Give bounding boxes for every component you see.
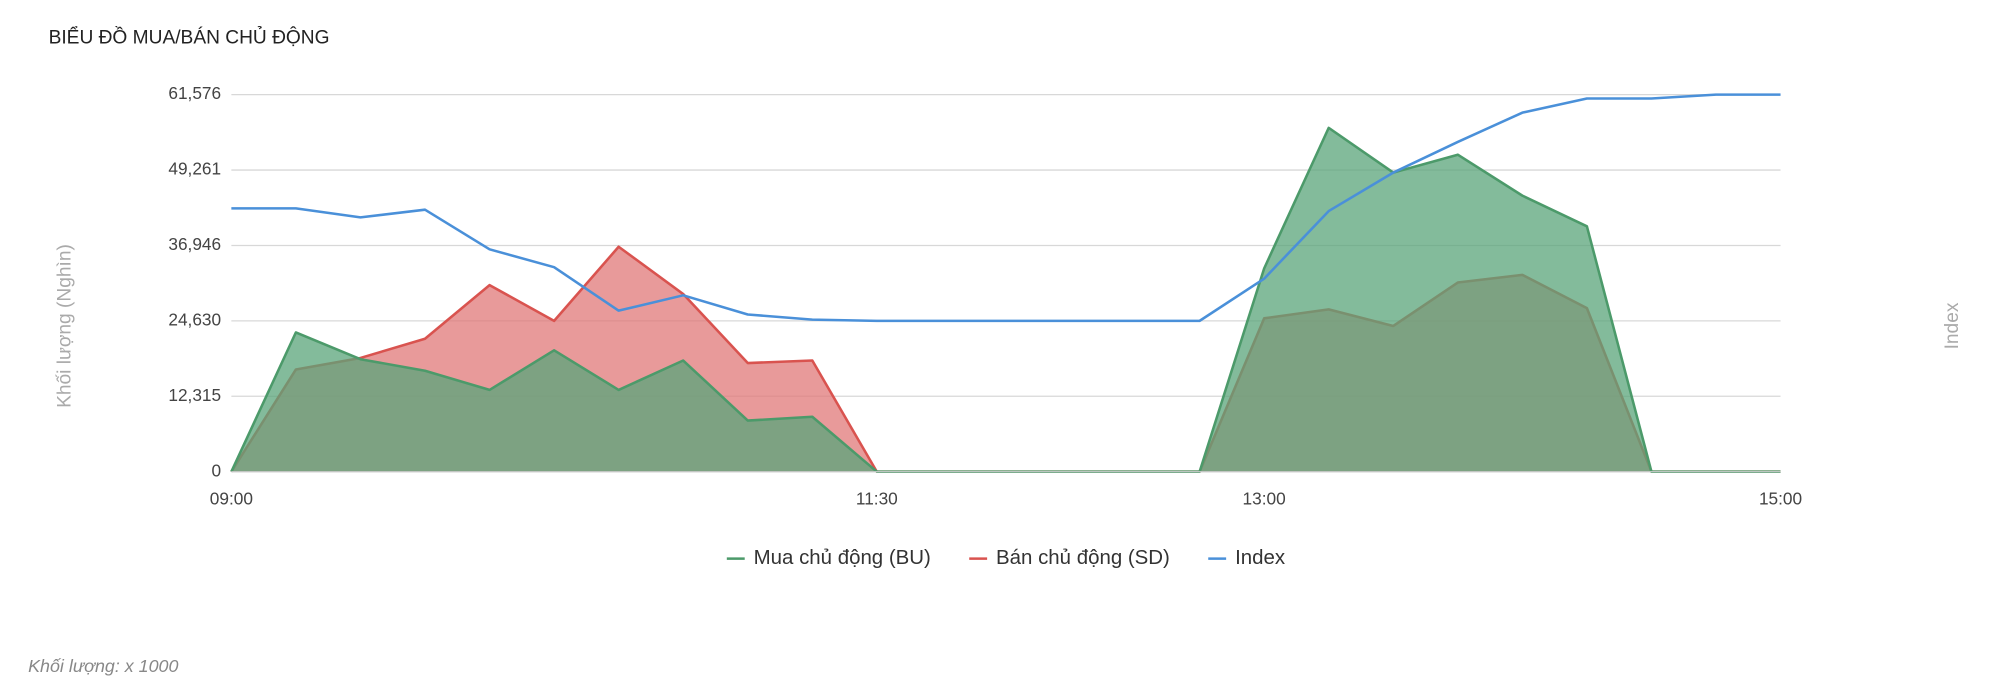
x-tick-label: 11:30 — [856, 488, 898, 508]
y-tick-label: 12,315 — [168, 385, 221, 405]
y-tick-label: 49,261 — [168, 159, 221, 179]
y-tick-label: 61,576 — [168, 83, 221, 103]
chart-title: BIỂU ĐỒ MUA/BÁN CHỦ ĐỘNG — [49, 26, 330, 48]
area — [231, 127, 1781, 472]
legend-label: Bán chủ động (SD) — [996, 546, 1170, 569]
legend-label: Mua chủ động (BU) — [754, 546, 931, 569]
legend: Mua chủ động (BU) Bán chủ động (SD) Index — [726, 546, 1285, 569]
y2-axis-title: Index — [1942, 302, 1963, 349]
legend-label: Index — [1235, 546, 1285, 569]
x-tick-label: 09:00 — [210, 488, 253, 508]
y-tick-label: 0 — [212, 460, 222, 480]
y-tick-label: 36,946 — [168, 234, 221, 254]
line — [231, 93, 1781, 323]
y-tick-label: 24,630 — [168, 309, 221, 329]
footnote: Khối lượng: x 1000 — [28, 656, 178, 676]
x-tick-label: 15:00 — [1759, 488, 1802, 508]
x-tick-label: 13:00 — [1243, 488, 1286, 508]
y-axis-title: Khối lượng (Nghìn) — [54, 244, 75, 408]
